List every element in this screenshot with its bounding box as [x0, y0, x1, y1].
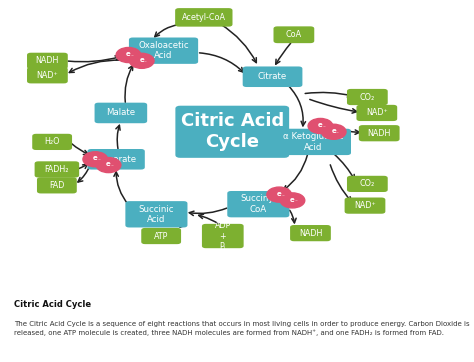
Text: e: e: [106, 161, 111, 167]
Circle shape: [280, 193, 305, 208]
Text: ADP
+
Pᵢ: ADP + Pᵢ: [215, 221, 231, 251]
Text: Succinic
Acid: Succinic Acid: [139, 205, 174, 224]
Circle shape: [116, 47, 141, 63]
Text: NADH: NADH: [299, 229, 322, 237]
Text: NAD⁺: NAD⁺: [366, 109, 388, 117]
Text: NAD⁺: NAD⁺: [36, 71, 58, 80]
Text: ⁻: ⁻: [144, 61, 147, 66]
FancyBboxPatch shape: [125, 201, 188, 227]
FancyBboxPatch shape: [175, 106, 289, 158]
Text: The Citric Acid Cycle is a sequence of eight reactions that occurs in most livin: The Citric Acid Cycle is a sequence of e…: [14, 321, 470, 336]
Text: NADH: NADH: [367, 129, 391, 138]
Text: NADH: NADH: [36, 56, 59, 65]
Text: α Ketoglutaric
Acid: α Ketoglutaric Acid: [283, 132, 343, 152]
Text: FAD: FAD: [49, 181, 64, 190]
Text: e: e: [290, 197, 295, 202]
Circle shape: [321, 124, 346, 139]
Text: ⁻: ⁻: [98, 160, 100, 165]
Text: e: e: [318, 122, 323, 128]
Circle shape: [267, 187, 292, 202]
FancyBboxPatch shape: [359, 125, 400, 141]
Text: H₂O: H₂O: [45, 138, 60, 146]
Circle shape: [96, 157, 121, 173]
Text: ⁻: ⁻: [295, 201, 298, 206]
FancyBboxPatch shape: [274, 129, 351, 155]
Text: e: e: [331, 128, 336, 134]
Text: ATP: ATP: [154, 232, 168, 240]
FancyBboxPatch shape: [141, 228, 181, 244]
FancyBboxPatch shape: [94, 103, 147, 123]
Text: ⁻: ⁻: [131, 55, 134, 60]
Text: ⁻: ⁻: [323, 126, 326, 131]
Text: FADH₂: FADH₂: [45, 165, 69, 174]
Circle shape: [129, 53, 154, 68]
Text: NAD⁺: NAD⁺: [354, 201, 376, 210]
Text: Citric Acid Cycle: Citric Acid Cycle: [14, 300, 91, 309]
Text: e: e: [93, 155, 98, 161]
FancyBboxPatch shape: [32, 134, 72, 150]
Text: ⁻: ⁻: [282, 195, 284, 200]
Text: CoA: CoA: [286, 30, 302, 39]
Text: Succinyl
CoA: Succinyl CoA: [240, 194, 276, 214]
Text: CO₂: CO₂: [360, 93, 375, 101]
FancyBboxPatch shape: [243, 67, 302, 87]
Circle shape: [308, 118, 333, 134]
FancyBboxPatch shape: [347, 89, 388, 105]
FancyBboxPatch shape: [87, 149, 145, 169]
FancyBboxPatch shape: [356, 105, 397, 121]
Text: e: e: [277, 191, 282, 197]
FancyBboxPatch shape: [35, 161, 79, 177]
Circle shape: [83, 152, 108, 167]
FancyBboxPatch shape: [228, 191, 289, 217]
FancyBboxPatch shape: [175, 8, 232, 27]
Text: Malate: Malate: [106, 109, 136, 117]
FancyBboxPatch shape: [129, 38, 198, 64]
FancyBboxPatch shape: [273, 26, 314, 43]
Text: e: e: [126, 51, 131, 57]
FancyBboxPatch shape: [27, 53, 68, 69]
FancyBboxPatch shape: [37, 177, 77, 193]
Text: e: e: [139, 57, 144, 63]
Text: Citrate: Citrate: [258, 72, 287, 81]
Text: ⁻: ⁻: [111, 165, 114, 171]
FancyBboxPatch shape: [27, 67, 68, 83]
Text: Fumarate: Fumarate: [96, 155, 137, 164]
Text: ⁻: ⁻: [336, 132, 339, 137]
FancyBboxPatch shape: [290, 225, 331, 241]
Text: Oxaloacetic
Acid: Oxaloacetic Acid: [138, 41, 189, 60]
Text: Acetyl-CoA: Acetyl-CoA: [182, 13, 226, 22]
Text: Citric Acid
Cycle: Citric Acid Cycle: [181, 112, 284, 151]
Text: CO₂: CO₂: [360, 180, 375, 188]
FancyBboxPatch shape: [202, 224, 244, 248]
FancyBboxPatch shape: [347, 176, 388, 192]
FancyBboxPatch shape: [345, 198, 385, 214]
